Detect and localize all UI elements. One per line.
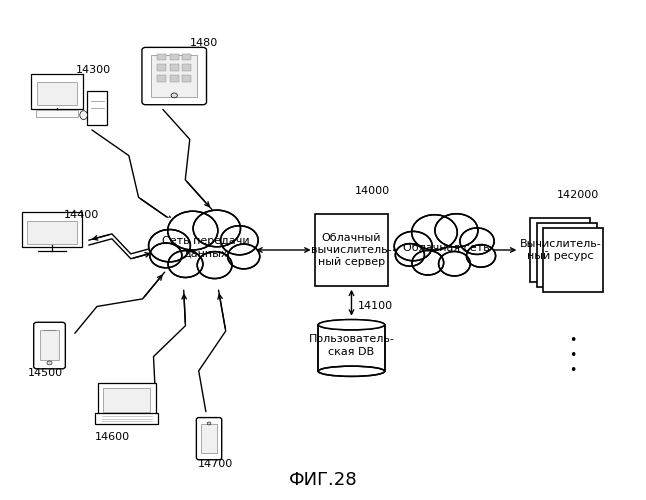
Circle shape [168, 250, 203, 278]
FancyBboxPatch shape [530, 218, 590, 282]
Text: Облачная сеть: Облачная сеть [403, 242, 490, 252]
FancyBboxPatch shape [543, 228, 603, 292]
Bar [170, 64, 179, 71]
Circle shape [193, 210, 240, 247]
Text: ФИГ.28: ФИГ.28 [289, 472, 357, 490]
Text: 14000: 14000 [355, 186, 390, 196]
Ellipse shape [318, 366, 385, 376]
FancyBboxPatch shape [34, 322, 65, 369]
Circle shape [197, 252, 232, 278]
FancyBboxPatch shape [103, 388, 151, 411]
FancyBboxPatch shape [98, 384, 156, 416]
FancyBboxPatch shape [87, 91, 107, 125]
Ellipse shape [318, 320, 385, 330]
Bar [318, 324, 385, 372]
Text: 142000: 142000 [557, 190, 599, 200]
Polygon shape [395, 214, 495, 276]
Text: 14100: 14100 [358, 301, 393, 311]
Text: 14500: 14500 [27, 368, 63, 378]
Text: Сеть передачи
данных: Сеть передачи данных [162, 236, 250, 259]
Bar [170, 75, 179, 82]
Circle shape [435, 214, 478, 247]
Bar [404, 221, 486, 268]
Text: Вычислитель-
ный ресурс: Вычислитель- ный ресурс [519, 239, 601, 261]
Circle shape [412, 250, 444, 275]
Text: Облачный
вычислитель-
ный сервер: Облачный вычислитель- ный сервер [311, 232, 392, 268]
Circle shape [412, 214, 457, 250]
FancyBboxPatch shape [22, 212, 83, 246]
FancyBboxPatch shape [36, 110, 78, 117]
FancyBboxPatch shape [27, 220, 77, 244]
Circle shape [149, 230, 191, 262]
Bar [157, 75, 166, 82]
Ellipse shape [80, 110, 87, 120]
Circle shape [207, 422, 211, 425]
Polygon shape [149, 210, 259, 278]
Circle shape [394, 232, 432, 261]
Text: •: • [569, 349, 577, 362]
FancyBboxPatch shape [151, 55, 197, 97]
FancyBboxPatch shape [142, 48, 207, 104]
Text: •: • [569, 364, 577, 376]
FancyBboxPatch shape [96, 413, 158, 424]
Circle shape [460, 228, 494, 254]
FancyBboxPatch shape [32, 74, 83, 109]
Text: 14400: 14400 [63, 210, 99, 220]
Circle shape [168, 211, 218, 250]
FancyBboxPatch shape [37, 82, 77, 105]
Text: 14600: 14600 [95, 432, 130, 442]
Text: 1480: 1480 [190, 38, 218, 48]
FancyBboxPatch shape [196, 418, 222, 460]
Circle shape [228, 244, 260, 269]
Bar [160, 218, 249, 270]
Bar [157, 64, 166, 71]
Bar [182, 54, 191, 60]
FancyBboxPatch shape [315, 214, 388, 286]
Text: •: • [569, 334, 577, 347]
Circle shape [395, 244, 424, 266]
Bar [182, 64, 191, 71]
Circle shape [150, 243, 182, 268]
FancyBboxPatch shape [40, 330, 59, 360]
Text: 14300: 14300 [76, 64, 111, 74]
Circle shape [439, 252, 470, 276]
Circle shape [171, 93, 178, 98]
Circle shape [466, 244, 495, 267]
Bar [182, 75, 191, 82]
FancyBboxPatch shape [202, 424, 216, 453]
Ellipse shape [318, 320, 385, 330]
Circle shape [220, 226, 258, 255]
Bar [157, 54, 166, 60]
Text: Пользователь-
ская DB: Пользователь- ская DB [309, 334, 395, 357]
Circle shape [47, 361, 52, 365]
Text: 14700: 14700 [198, 459, 233, 469]
FancyBboxPatch shape [537, 223, 597, 287]
Bar [170, 54, 179, 60]
